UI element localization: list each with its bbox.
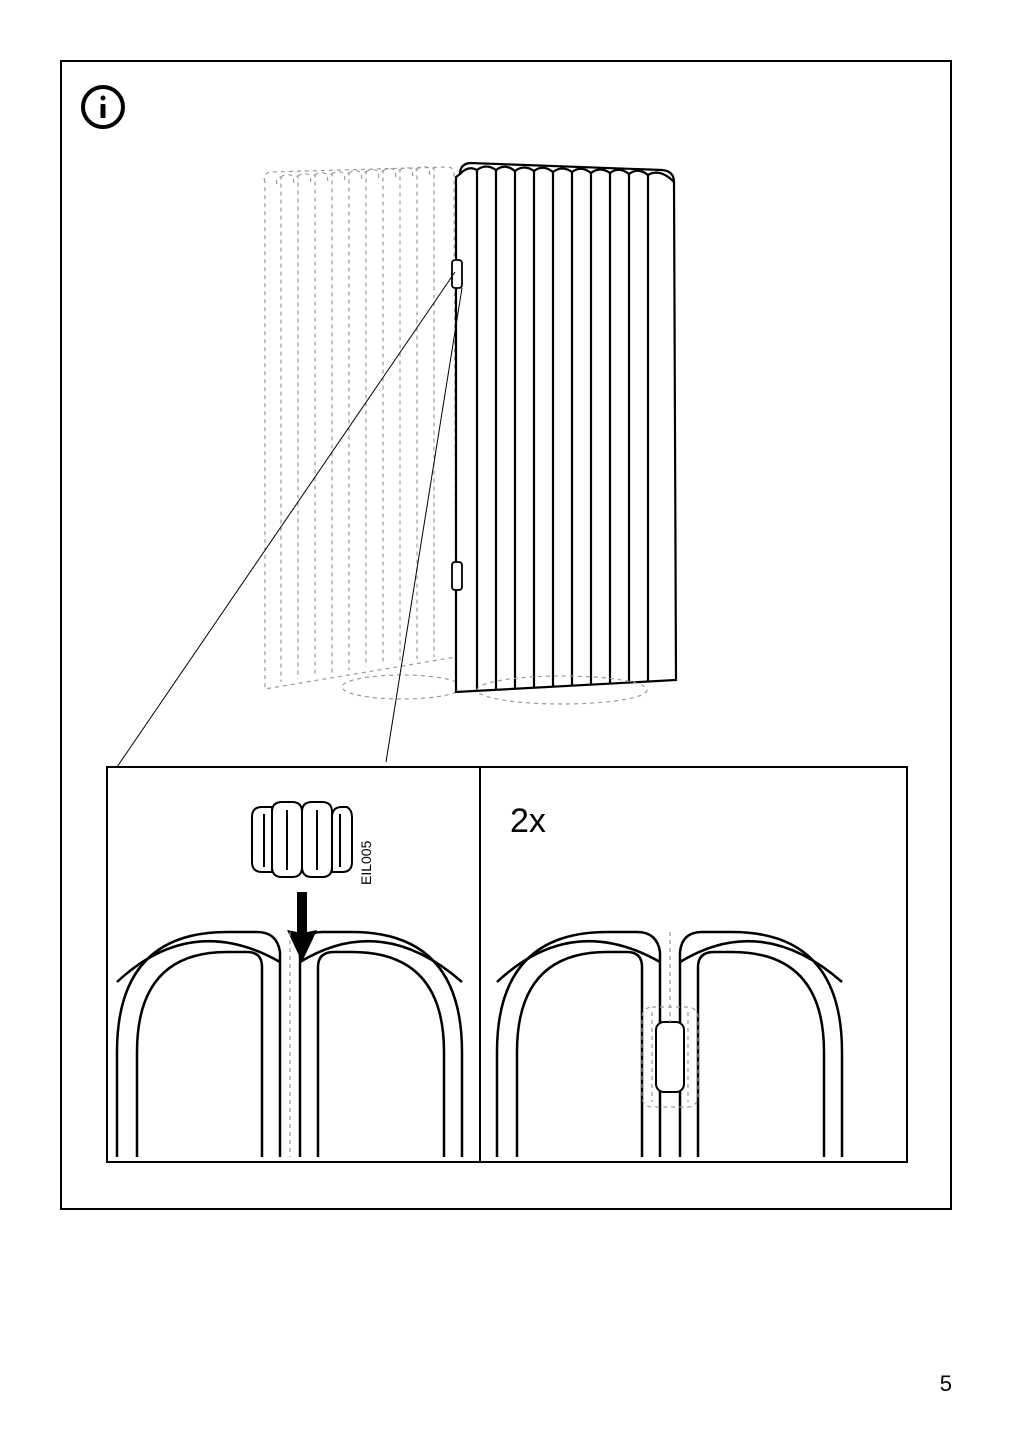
assembly-diagram — [62, 62, 954, 1212]
detail-left — [117, 802, 462, 1157]
quantity-label: 2x — [502, 802, 554, 841]
detail-right — [497, 932, 842, 1157]
part-number-label: EIL005 — [358, 841, 374, 885]
hinge-bottom — [452, 562, 462, 590]
panel-right-solid — [456, 163, 676, 704]
page-number: 5 — [940, 1371, 952, 1397]
panel-left-dashed — [264, 167, 462, 700]
instruction-page: 2x EIL005 — [60, 60, 952, 1210]
